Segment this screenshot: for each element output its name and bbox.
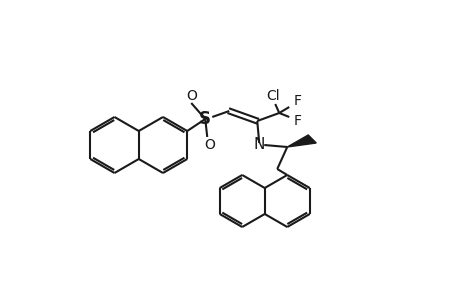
Text: F: F	[292, 94, 301, 108]
Text: Cl: Cl	[266, 89, 280, 103]
Text: O: O	[203, 138, 214, 152]
Polygon shape	[286, 135, 315, 147]
Text: F: F	[292, 114, 301, 128]
Text: O: O	[185, 89, 196, 103]
Text: N: N	[253, 136, 264, 152]
Text: S: S	[199, 110, 211, 128]
